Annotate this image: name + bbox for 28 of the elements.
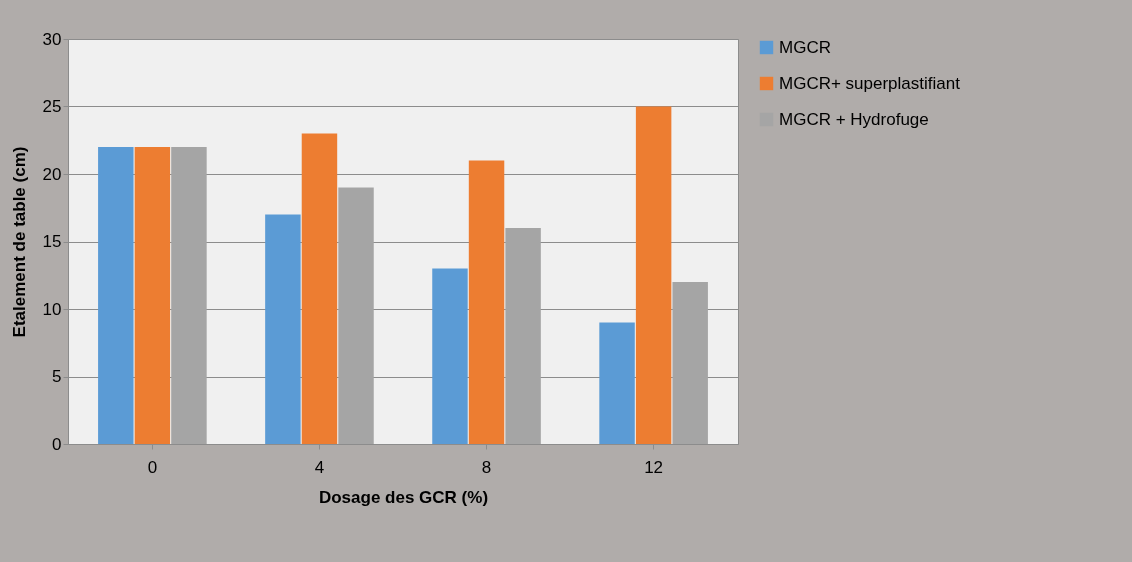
x-tick-label: 0 (147, 457, 158, 477)
bar (672, 282, 708, 444)
bar (134, 147, 171, 444)
bar (98, 147, 134, 444)
bar (301, 133, 338, 444)
y-tick-label: 15 (42, 232, 62, 251)
y-tick-label: 30 (42, 29, 62, 49)
y-tick-label: 0 (52, 434, 62, 454)
legend-label: MGCR+ superplastifiant (779, 73, 961, 93)
x-tick-label: 4 (314, 457, 325, 477)
x-tick-label: 8 (481, 457, 492, 477)
y-tick-label: 20 (42, 164, 62, 184)
bar (599, 322, 635, 444)
bar (265, 214, 301, 444)
y-tick-label: 10 (42, 299, 62, 319)
bar (338, 187, 374, 444)
x-axis-title: Dosage des GCR (%) (318, 487, 489, 507)
x-tick-label: 12 (644, 457, 664, 477)
bar (171, 147, 207, 444)
legend-label: MGCR (779, 37, 831, 57)
y-tick-label: 25 (42, 97, 62, 116)
y-tick-label: 5 (52, 367, 62, 386)
bar (432, 268, 468, 444)
y-axis-title: Etalement de table (cm) (9, 146, 29, 338)
bar (635, 106, 672, 444)
legend-label: MGCR + Hydrofuge (779, 109, 929, 129)
bar (505, 228, 541, 444)
bar (468, 160, 505, 444)
